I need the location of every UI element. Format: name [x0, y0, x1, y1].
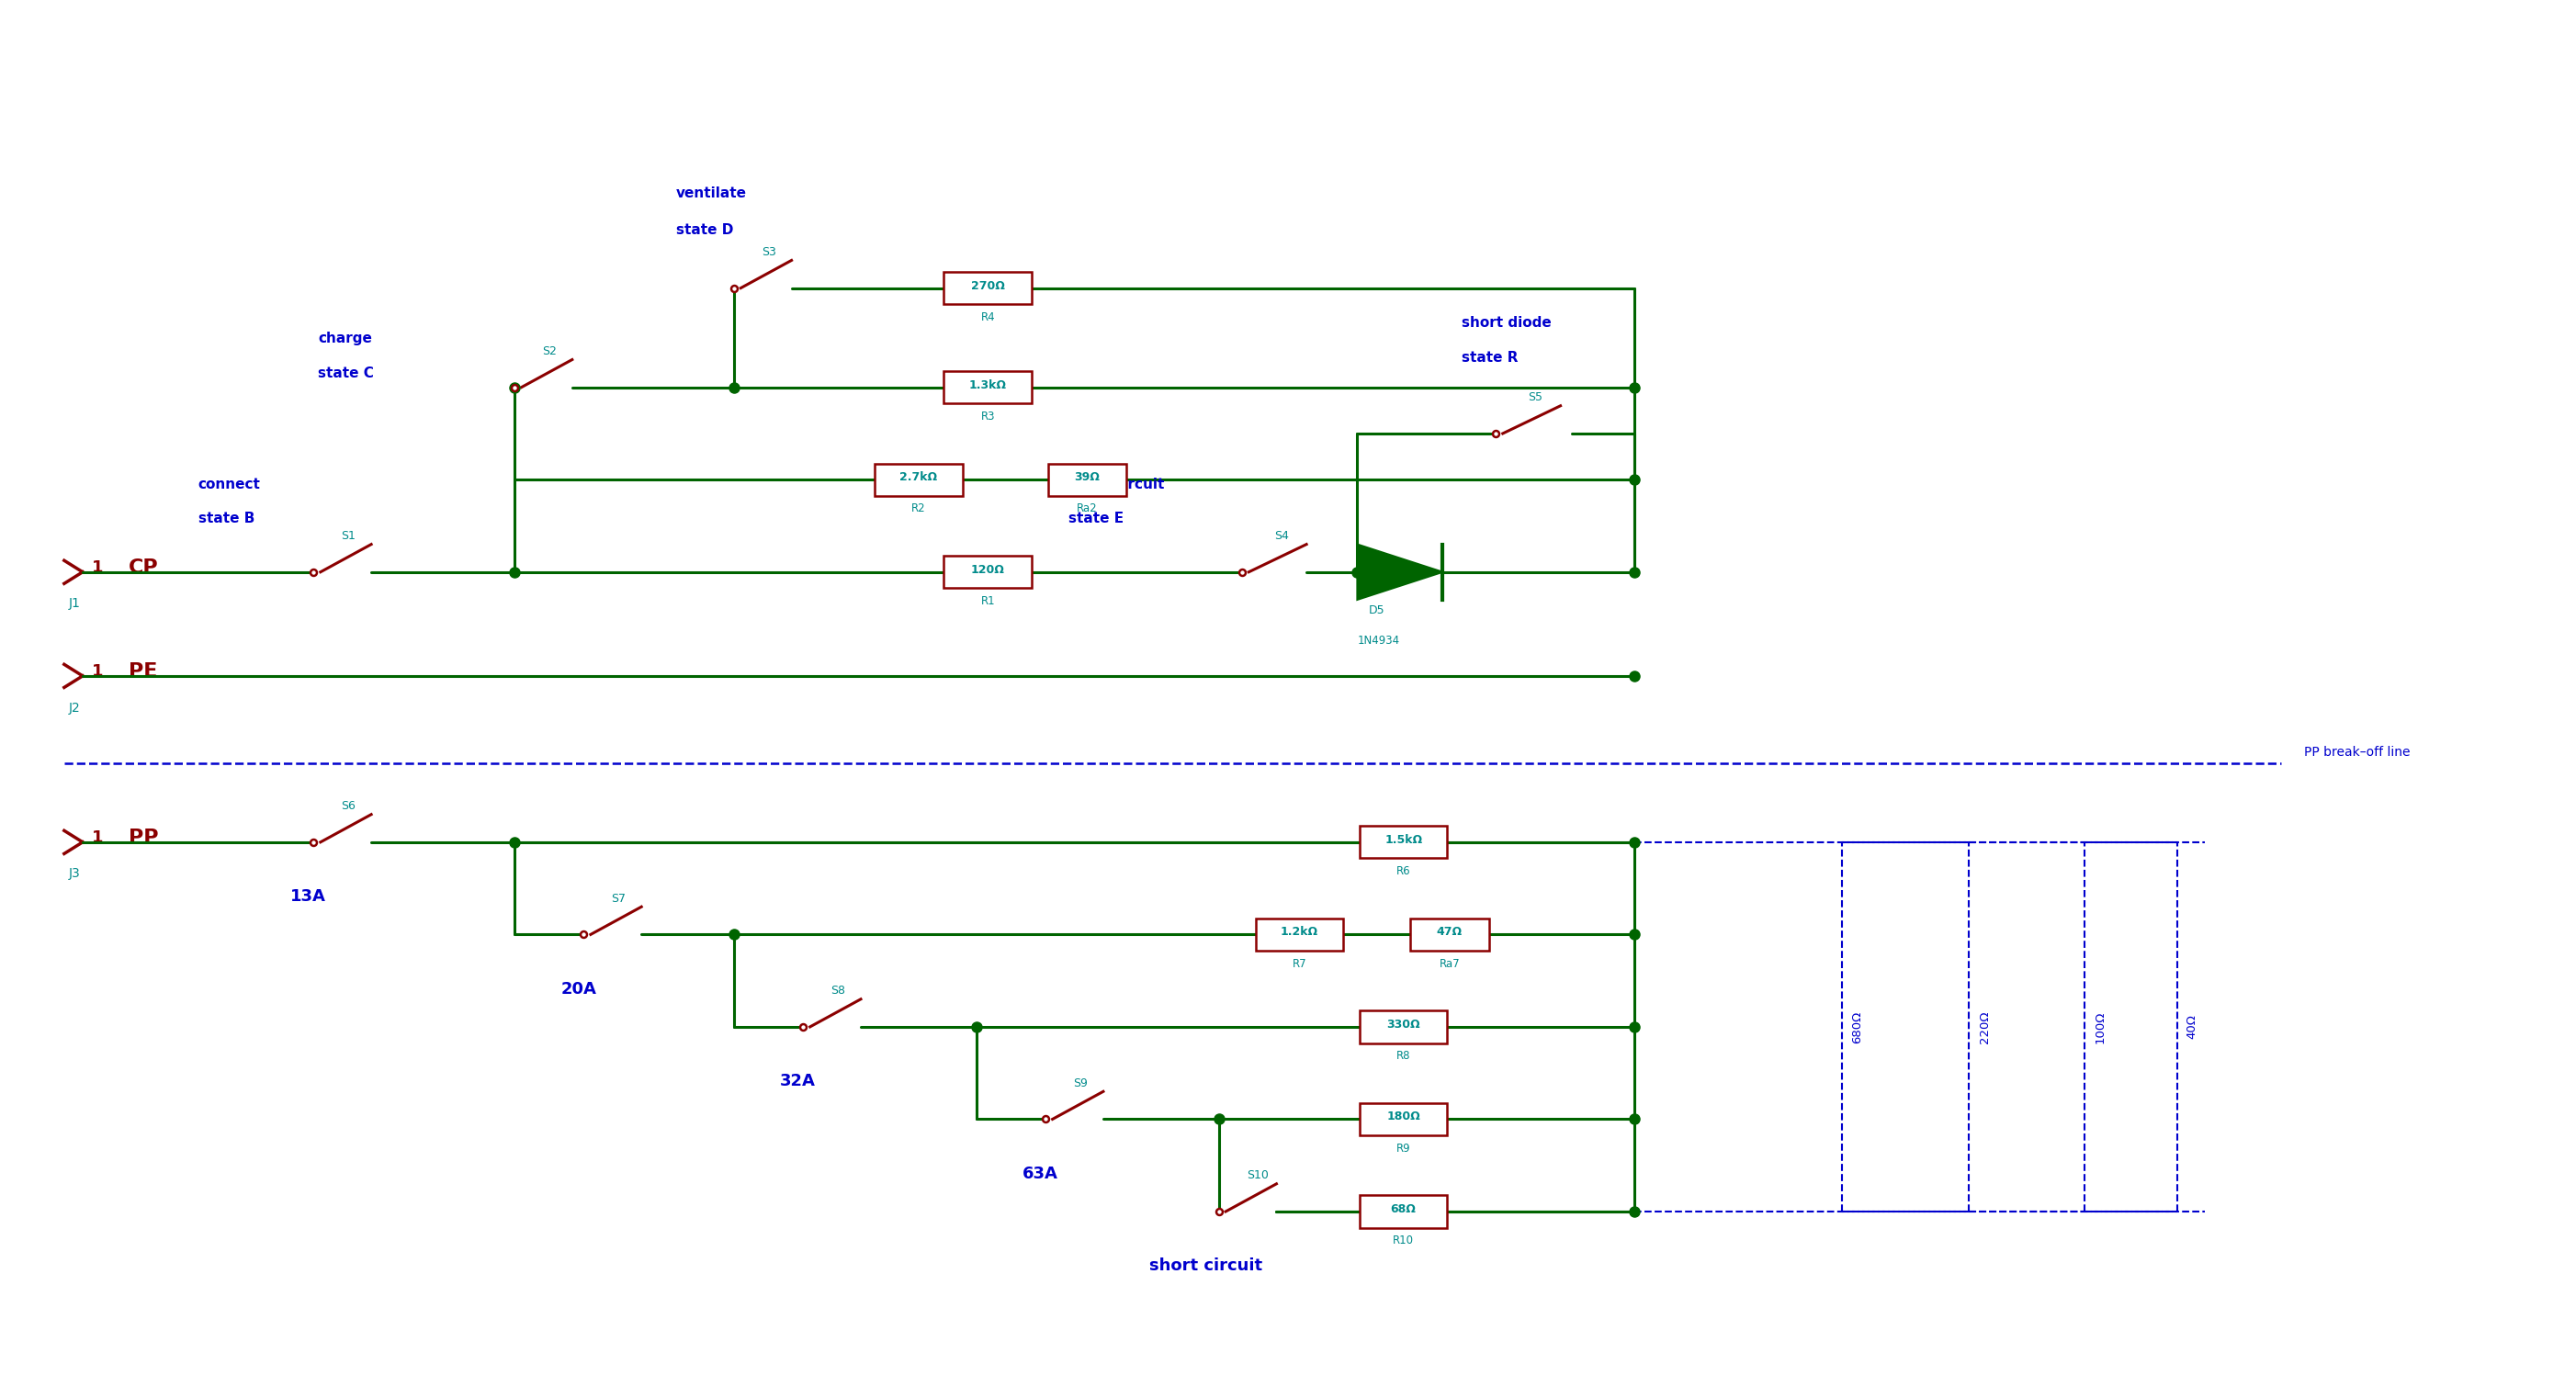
Text: 1: 1 [93, 559, 103, 576]
Text: connect: connect [198, 478, 260, 491]
Text: R7: R7 [1293, 958, 1306, 970]
Text: S5: S5 [1528, 391, 1543, 404]
Text: R2: R2 [912, 503, 925, 514]
Text: 32A: 32A [781, 1074, 817, 1089]
Text: R9: R9 [1396, 1142, 1412, 1155]
Text: S7: S7 [611, 892, 626, 905]
Text: 20A: 20A [562, 980, 595, 997]
FancyBboxPatch shape [1048, 464, 1126, 496]
Text: 2.7kΩ: 2.7kΩ [899, 471, 938, 484]
Text: S4: S4 [1275, 530, 1288, 542]
Text: 120Ω: 120Ω [971, 563, 1005, 576]
Text: short circuit: short circuit [1149, 1258, 1262, 1274]
Text: 68Ω: 68Ω [1391, 1204, 1417, 1215]
Text: J1: J1 [70, 597, 80, 611]
Text: state C: state C [319, 366, 374, 380]
Text: PP break–off line: PP break–off line [2303, 747, 2411, 759]
Polygon shape [1358, 544, 1443, 600]
Text: R6: R6 [1396, 865, 1412, 877]
Text: R10: R10 [1394, 1234, 1414, 1247]
FancyBboxPatch shape [943, 556, 1030, 589]
Text: 330Ω: 330Ω [1386, 1019, 1419, 1030]
FancyBboxPatch shape [1360, 1195, 1448, 1227]
FancyBboxPatch shape [1412, 918, 1489, 951]
Text: 47Ω: 47Ω [1437, 927, 1463, 938]
Text: ventilate: ventilate [675, 186, 747, 200]
Text: PP: PP [129, 829, 160, 847]
Text: J2: J2 [70, 702, 80, 714]
Text: 40Ω: 40Ω [2187, 1015, 2197, 1039]
Text: 100Ω: 100Ω [2094, 1011, 2105, 1043]
Text: 1N4934: 1N4934 [1358, 635, 1399, 646]
Text: 680Ω: 680Ω [1852, 1011, 1862, 1043]
Text: 180Ω: 180Ω [1386, 1111, 1419, 1123]
Text: S9: S9 [1074, 1078, 1087, 1089]
FancyBboxPatch shape [943, 271, 1030, 305]
Text: S10: S10 [1247, 1170, 1267, 1181]
Text: Ra7: Ra7 [1440, 958, 1461, 970]
Text: short diode: short diode [1461, 316, 1551, 330]
Text: 1.3kΩ: 1.3kΩ [969, 379, 1007, 391]
Text: 1.2kΩ: 1.2kΩ [1280, 927, 1319, 938]
Text: charge: charge [319, 331, 374, 345]
Text: R8: R8 [1396, 1050, 1412, 1062]
Text: 270Ω: 270Ω [971, 280, 1005, 292]
Text: S2: S2 [541, 345, 556, 358]
FancyBboxPatch shape [1255, 918, 1345, 951]
Text: S1: S1 [340, 530, 355, 542]
FancyBboxPatch shape [876, 464, 963, 496]
Text: CP: CP [129, 558, 160, 576]
Text: 39Ω: 39Ω [1074, 471, 1100, 484]
FancyBboxPatch shape [1360, 1103, 1448, 1135]
FancyBboxPatch shape [1360, 1011, 1448, 1043]
Text: R3: R3 [981, 411, 994, 422]
FancyBboxPatch shape [943, 370, 1030, 404]
Text: S3: S3 [762, 246, 775, 259]
Text: state B: state B [198, 512, 255, 526]
Text: 1.5kΩ: 1.5kΩ [1383, 833, 1422, 846]
Text: PE: PE [129, 663, 157, 681]
Text: S8: S8 [832, 984, 845, 997]
Text: 220Ω: 220Ω [1978, 1011, 1991, 1043]
Text: J3: J3 [70, 868, 80, 881]
Text: 1: 1 [93, 663, 103, 679]
Text: R4: R4 [981, 312, 994, 323]
Text: state R: state R [1461, 351, 1517, 365]
Text: state E: state E [1069, 512, 1123, 526]
Text: S6: S6 [340, 800, 355, 812]
Text: 63A: 63A [1023, 1166, 1059, 1181]
Text: 1: 1 [93, 829, 103, 846]
FancyBboxPatch shape [1360, 826, 1448, 858]
Text: Ra2: Ra2 [1077, 503, 1097, 514]
Text: 13A: 13A [291, 888, 327, 905]
Text: D5: D5 [1368, 604, 1386, 617]
Text: R1: R1 [981, 596, 994, 607]
Text: short circuit: short circuit [1069, 478, 1164, 491]
Text: state D: state D [675, 224, 734, 238]
